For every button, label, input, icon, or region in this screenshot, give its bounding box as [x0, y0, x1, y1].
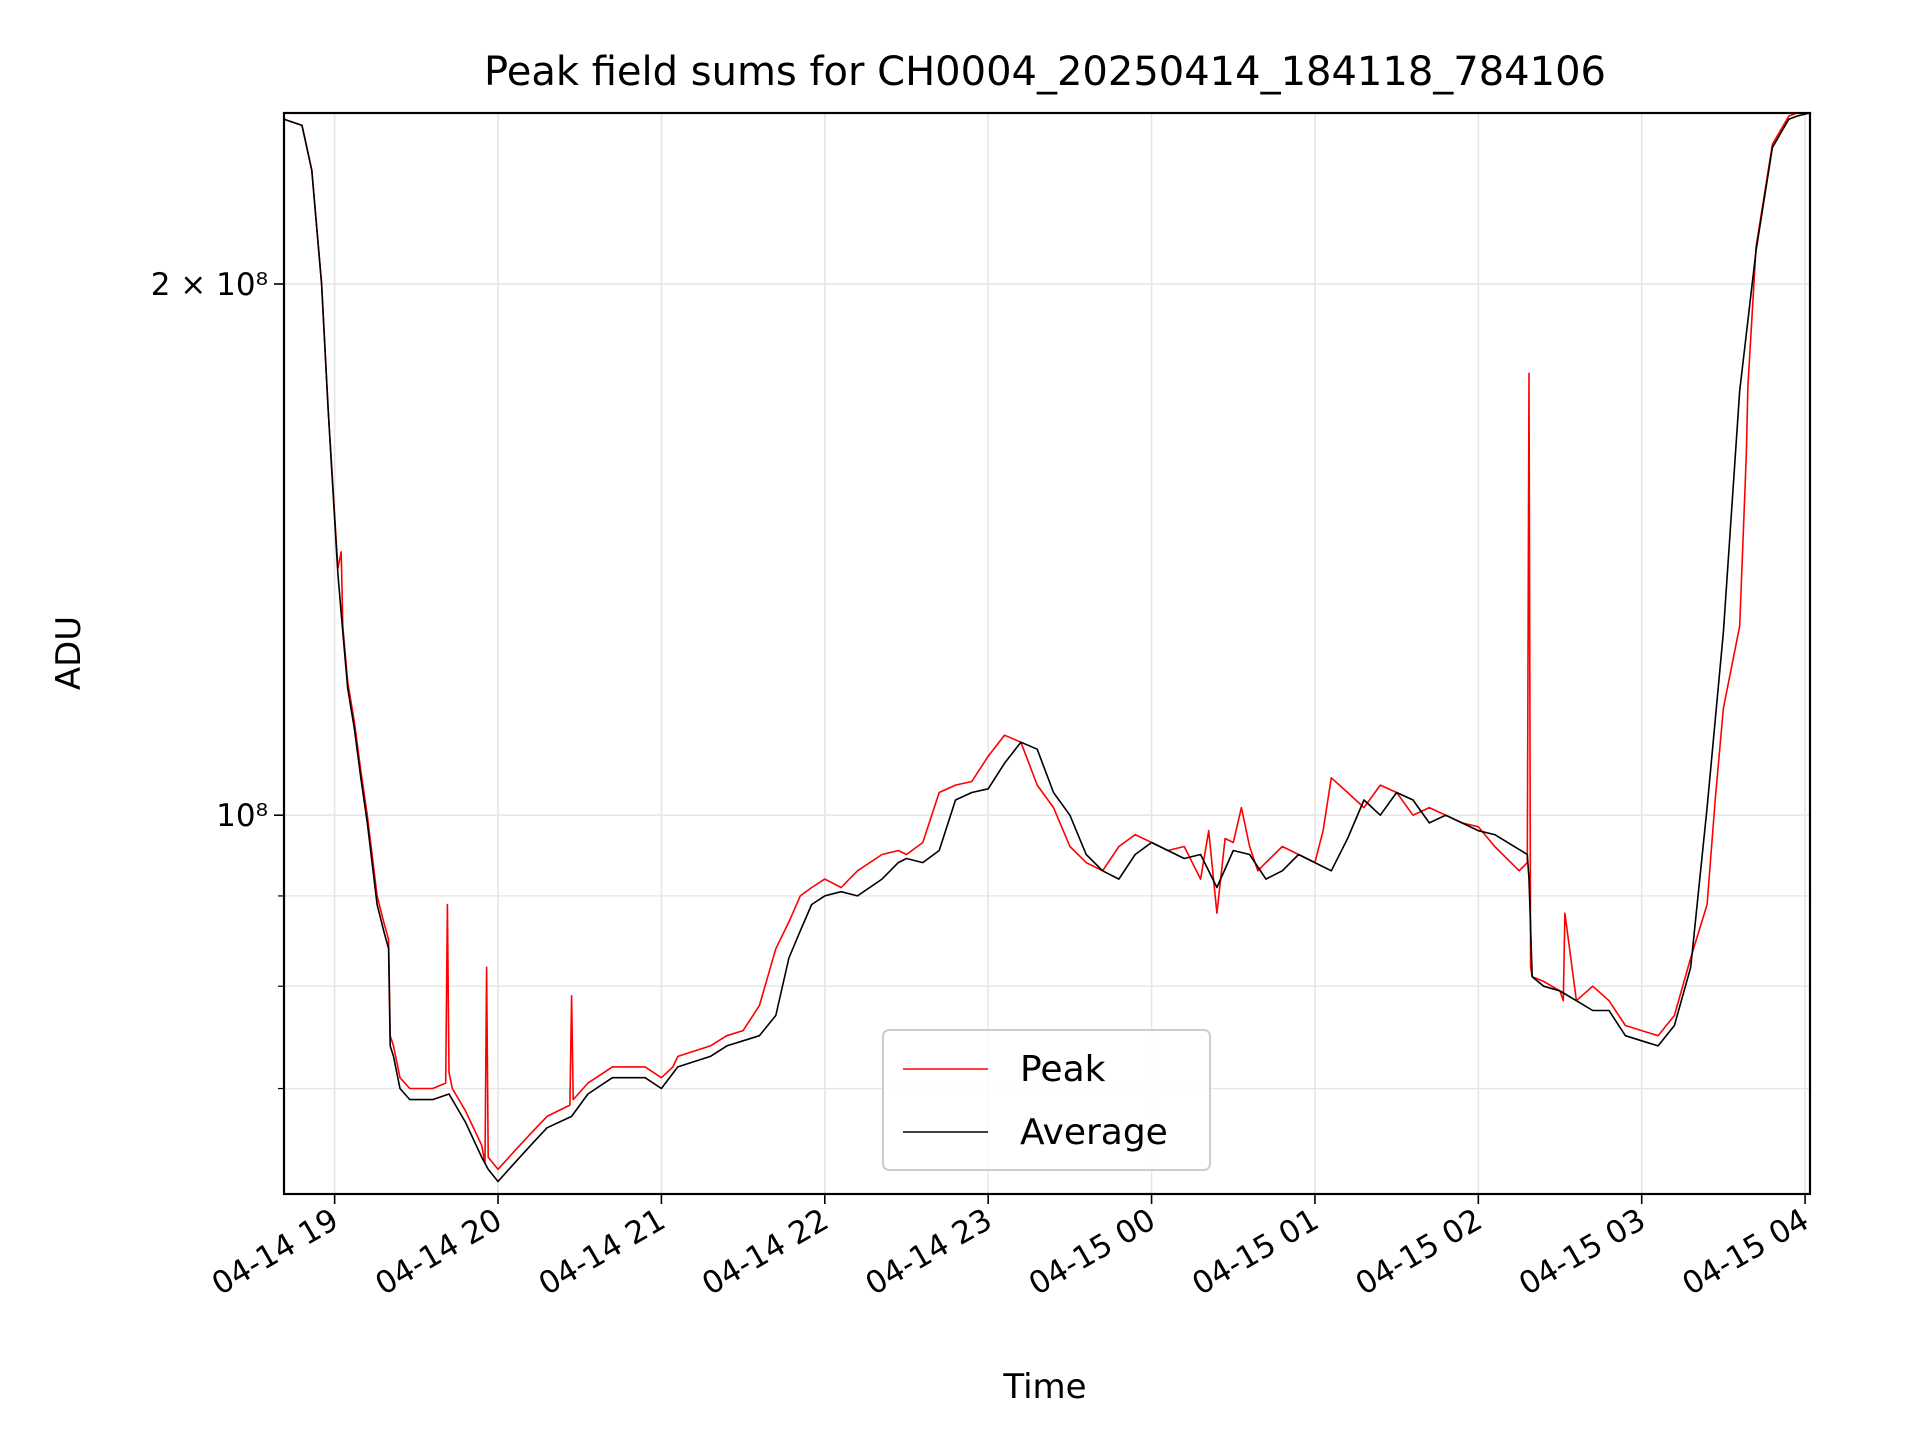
series-line-average	[283, 112, 1811, 1183]
legend-label-average: Average	[1020, 1112, 1168, 1153]
series-line-peak	[283, 112, 1810, 1171]
chart-title: Peak field sums for CH0004_20250414_1841…	[484, 49, 1606, 95]
y-axis-label: ADU	[49, 616, 89, 690]
x-axis-label: Time	[1002, 1367, 1086, 1407]
y-tick-label: 2 × 10⁸	[151, 267, 268, 303]
legend-box	[882, 1029, 1211, 1171]
legend: Peak Average	[882, 1029, 1211, 1171]
series-lines	[283, 112, 1811, 1183]
legend-label-peak: Peak	[1020, 1049, 1106, 1090]
y-tick-label: 10⁸	[216, 798, 268, 834]
plot-area-frame	[282, 111, 1812, 1196]
